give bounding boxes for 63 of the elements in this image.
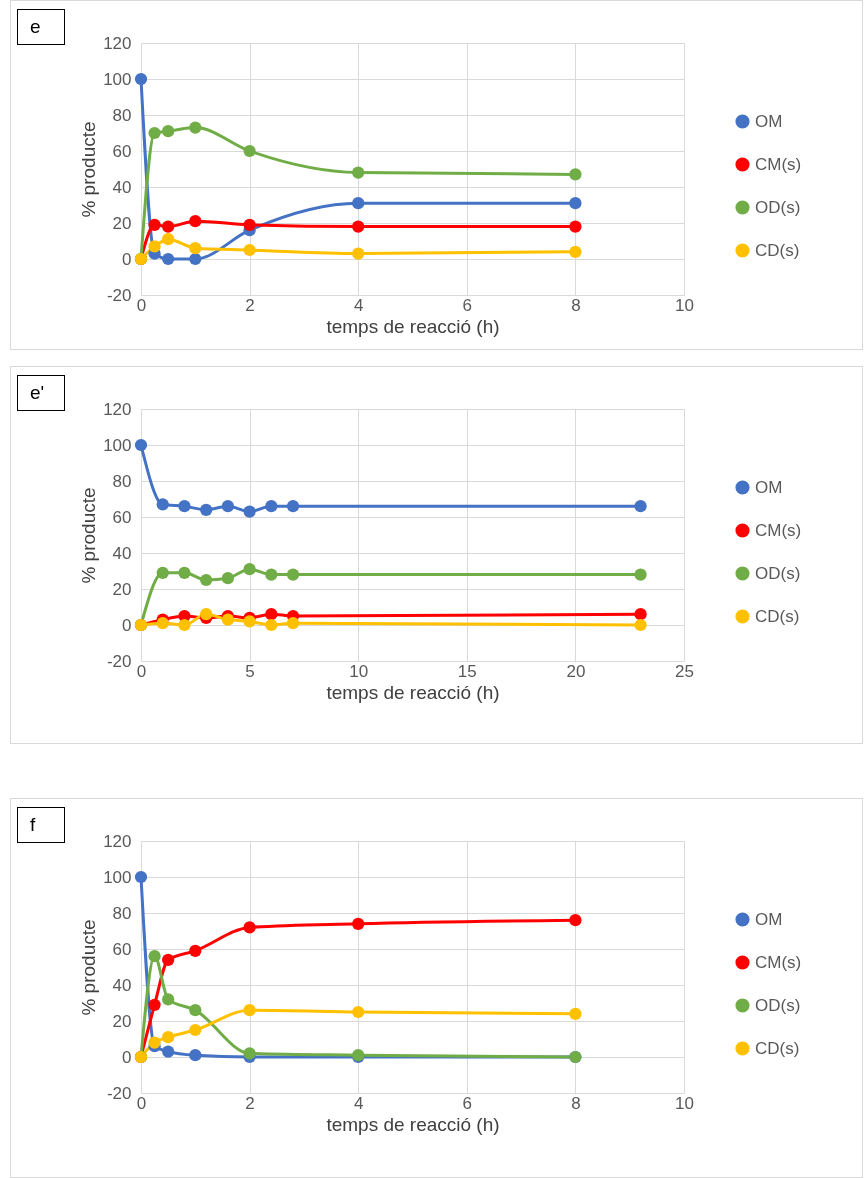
x-tick-label: 0 [136, 661, 147, 681]
text: e [17, 9, 65, 45]
x-tick-label: 8 [571, 1093, 581, 1113]
y-tick-label: -20 [106, 1083, 132, 1103]
y-tick-label: 0 [122, 1047, 132, 1067]
y-tick-label: 40 [112, 177, 132, 197]
y-axis-title: % producte [78, 487, 100, 584]
y-tick-label: 20 [112, 579, 132, 599]
legend-label: OD(s) [755, 563, 801, 583]
y-tick-label: 60 [112, 141, 132, 161]
legend-label: CD(s) [755, 240, 800, 260]
y-tick-label: -20 [106, 651, 132, 671]
x-tick-label: 8 [571, 295, 581, 315]
x-tick-label: 25 [675, 661, 694, 681]
legend-label: OM [755, 477, 783, 497]
x-tick-label: 6 [462, 1093, 473, 1113]
legend-label: CM(s) [755, 520, 802, 540]
x-tick-label: 4 [353, 295, 364, 315]
x-tick-label: 4 [353, 1093, 364, 1113]
legend-label: CD(s) [755, 606, 800, 626]
x-tick-label: 0 [136, 295, 147, 315]
x-tick-label: 0 [136, 1093, 147, 1113]
y-axis-title: % producte [78, 121, 100, 218]
x-tick-label: 10 [675, 295, 694, 315]
y-tick-label: 80 [112, 471, 132, 491]
y-tick-label: 120 [103, 33, 132, 53]
x-tick-label: 10 [675, 1093, 694, 1113]
legend-label: CD(s) [755, 1038, 800, 1058]
y-tick-label: 20 [112, 1011, 132, 1031]
legend-label: OM [755, 909, 783, 929]
legend-label: CM(s) [755, 952, 802, 972]
y-tick-label: 60 [112, 939, 132, 959]
y-tick-label: 100 [103, 435, 132, 455]
y-tick-label: 60 [112, 507, 132, 527]
y-tick-label: 120 [103, 831, 132, 851]
y-tick-label: 100 [103, 867, 132, 887]
x-tick-label: 5 [245, 661, 255, 681]
x-tick-label: 15 [457, 661, 477, 681]
y-tick-label: 20 [112, 213, 132, 233]
x-tick-label: 2 [245, 295, 255, 315]
x-tick-label: 2 [245, 1093, 255, 1113]
legend-label: CM(s) [755, 154, 802, 174]
y-tick-label: 80 [112, 903, 132, 923]
x-tick-label: 20 [566, 661, 586, 681]
y-axis-title: % producte [78, 919, 100, 1016]
x-axis-title: temps de reacció (h) [326, 1113, 500, 1135]
x-axis-title: temps de reacció (h) [326, 315, 500, 337]
y-tick-label: -20 [106, 285, 132, 305]
y-tick-label: 40 [112, 975, 132, 995]
x-tick-label: 10 [349, 661, 369, 681]
text: e' [17, 375, 65, 411]
x-axis-title: temps de reacció (h) [326, 681, 500, 703]
y-tick-label: 0 [122, 615, 132, 635]
legend-label: OM [755, 111, 783, 131]
y-tick-label: 100 [103, 69, 132, 89]
y-tick-label: 40 [112, 543, 132, 563]
legend-label: OD(s) [755, 197, 801, 217]
y-tick-label: 80 [112, 105, 132, 125]
y-tick-label: 0 [122, 249, 132, 269]
text: f [17, 807, 65, 843]
legend-label: OD(s) [755, 995, 801, 1015]
x-tick-label: 6 [462, 295, 473, 315]
y-tick-label: 120 [103, 399, 132, 419]
